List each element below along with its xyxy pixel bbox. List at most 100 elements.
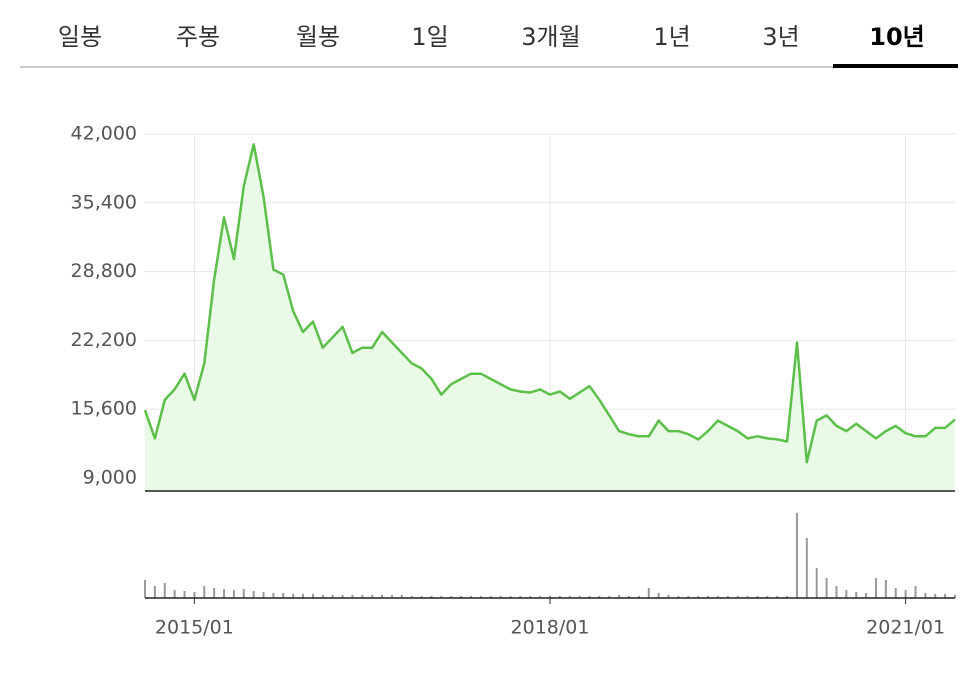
- volume-bar: [321, 595, 324, 598]
- volume-bar: [499, 596, 502, 598]
- y-tick-label: 35,400: [71, 191, 137, 213]
- tab[interactable]: 3개월: [521, 23, 580, 51]
- tab[interactable]: 3년: [762, 23, 799, 51]
- volume-bar: [410, 596, 413, 598]
- tab[interactable]: 1일: [411, 23, 448, 51]
- volume-bar: [302, 594, 305, 598]
- volume-bar: [766, 596, 769, 598]
- volume-bar: [173, 590, 176, 598]
- volume-bar: [618, 595, 621, 598]
- volume-bar: [667, 595, 670, 598]
- volume-bar: [361, 595, 364, 598]
- volume-bar: [519, 596, 522, 598]
- volume-bar: [390, 595, 393, 598]
- volume-bar: [934, 594, 937, 598]
- y-tick-label: 42,000: [71, 123, 137, 145]
- volume-bar: [430, 596, 433, 598]
- volume-bar: [825, 578, 828, 598]
- volume-bar: [815, 568, 818, 598]
- volume-bar: [904, 590, 907, 598]
- price-area: [145, 144, 955, 491]
- volume-bar: [726, 596, 729, 598]
- volume-bar: [845, 590, 848, 598]
- volume-bar: [272, 593, 275, 598]
- volume-bar: [262, 592, 265, 598]
- volume-bar: [144, 580, 146, 598]
- volume-bar: [529, 596, 532, 598]
- volume-bar: [924, 593, 927, 598]
- volume-bar: [400, 595, 403, 598]
- volume-bar: [954, 595, 956, 598]
- volume-bar: [944, 594, 947, 598]
- volume-bar: [578, 596, 581, 598]
- volume-bar: [213, 588, 216, 598]
- volume-bar: [894, 588, 897, 598]
- volume-bar: [509, 596, 512, 598]
- volume-bar: [479, 596, 482, 598]
- tab[interactable]: 일봉: [58, 23, 102, 51]
- volume-bar: [331, 595, 334, 598]
- volume-bar: [865, 593, 868, 598]
- volume-bar: [341, 595, 344, 598]
- volume-bar: [884, 580, 887, 598]
- volume-bar: [588, 596, 591, 598]
- volume-bar: [460, 596, 463, 598]
- volume-bar: [805, 538, 808, 598]
- volume-bar: [223, 589, 226, 598]
- volume-bar: [647, 588, 650, 598]
- volume-bar: [469, 596, 472, 598]
- volume-bar: [203, 586, 206, 598]
- tab[interactable]: 10년: [869, 23, 924, 51]
- price-line: [143, 143, 956, 464]
- volume-bar: [292, 594, 295, 598]
- volume-bar: [489, 596, 492, 598]
- volume-bar: [657, 593, 660, 598]
- volume-bar: [874, 578, 877, 598]
- volume-bar: [371, 595, 374, 598]
- volume-bar: [707, 596, 710, 598]
- volume-bar: [539, 596, 542, 598]
- volume-bar: [786, 596, 789, 598]
- x-tick-label: 2021/01: [866, 617, 945, 639]
- volume-bar: [746, 596, 749, 598]
- volume-bar: [193, 592, 196, 598]
- volume-bar: [420, 596, 423, 598]
- volume-bar: [311, 594, 314, 598]
- volume-bar: [381, 595, 384, 598]
- x-tick-label: 2018/01: [511, 617, 590, 639]
- y-tick-label: 22,200: [71, 329, 137, 351]
- volume-bar: [677, 596, 680, 598]
- volume-bar: [637, 596, 640, 598]
- volume-bar: [628, 596, 631, 598]
- tab[interactable]: 1년: [653, 23, 690, 51]
- volume-bar: [914, 586, 917, 598]
- volume-bar: [736, 596, 739, 598]
- volume-bar: [163, 583, 166, 598]
- tab[interactable]: 주봉: [176, 23, 220, 51]
- x-tick-label: 2015/01: [155, 617, 234, 639]
- volume-bar: [242, 589, 245, 598]
- volume-bar: [835, 586, 838, 598]
- volume-bar: [795, 513, 798, 598]
- volume-bar: [450, 596, 453, 598]
- y-tick-label: 15,600: [71, 398, 137, 420]
- volume-bar: [282, 593, 285, 598]
- volume-bar: [608, 596, 611, 598]
- volume-bar: [558, 596, 561, 598]
- volume-bar: [153, 586, 156, 598]
- y-tick-label: 28,800: [71, 260, 137, 282]
- volume-bar: [687, 596, 690, 598]
- tab[interactable]: 월봉: [296, 23, 340, 51]
- volume-bar: [351, 595, 354, 598]
- volume-bar: [756, 596, 759, 598]
- volume-bar: [776, 596, 779, 598]
- volume-bar: [855, 592, 858, 598]
- volume-bar: [568, 596, 571, 598]
- volume-bar: [183, 591, 186, 598]
- volume-bar: [252, 591, 255, 598]
- y-tick-label: 9,000: [83, 466, 137, 488]
- volume-bar: [697, 596, 700, 598]
- volume-bar: [549, 596, 551, 598]
- volume-bar: [232, 590, 235, 598]
